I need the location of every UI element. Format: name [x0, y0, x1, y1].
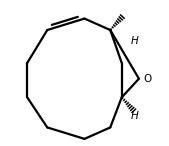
Text: H: H	[131, 111, 139, 121]
Text: H: H	[131, 36, 139, 46]
Text: O: O	[143, 74, 152, 84]
